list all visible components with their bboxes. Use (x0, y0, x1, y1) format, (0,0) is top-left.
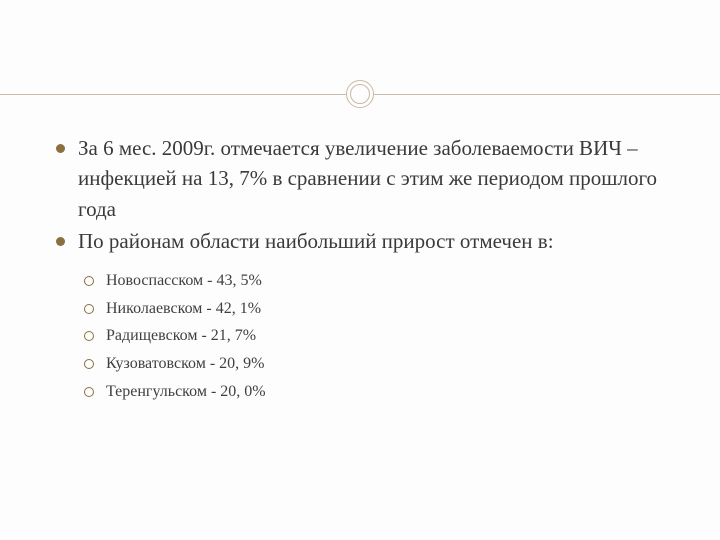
header-divider (0, 0, 720, 95)
list-item: За 6 мес. 2009г. отмечается увеличение з… (56, 133, 680, 224)
list-item-text: По районам области наибольший прирост от… (78, 229, 554, 253)
sub-list-item: Радищевском - 21, 7% (84, 324, 680, 349)
sub-list-item: Новоспасском - 43, 5% (84, 269, 680, 294)
sub-list-item-text: Радищевском - 21, 7% (106, 327, 256, 344)
sub-list-item: Николаевском - 42, 1% (84, 297, 680, 322)
sub-list-item: Кузоватовском - 20, 9% (84, 352, 680, 377)
slide-content: За 6 мес. 2009г. отмечается увеличение з… (0, 95, 720, 405)
sub-list-item-text: Николаевском - 42, 1% (106, 300, 261, 317)
list-item-text: За 6 мес. 2009г. отмечается увеличение з… (78, 136, 657, 221)
list-item: По районам области наибольший прирост от… (56, 226, 680, 404)
sub-bullet-list: Новоспасском - 43, 5% Николаевском - 42,… (78, 269, 680, 405)
sub-list-item-text: Новоспасском - 43, 5% (106, 272, 262, 289)
sub-list-item-text: Теренгульском - 20, 0% (106, 383, 266, 400)
sub-list-item-text: Кузоватовском - 20, 9% (106, 355, 265, 372)
main-bullet-list: За 6 мес. 2009г. отмечается увеличение з… (56, 133, 680, 405)
divider-ornament (346, 80, 374, 108)
sub-list-item: Теренгульском - 20, 0% (84, 380, 680, 405)
